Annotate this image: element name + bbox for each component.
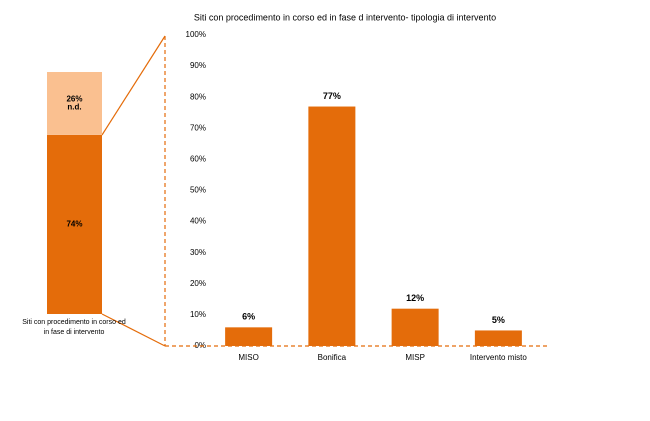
x-tick-label: Intervento misto <box>470 353 527 362</box>
series-label: n.d. <box>67 103 81 112</box>
bar <box>474 330 522 346</box>
bar <box>391 308 439 346</box>
y-tick-label: 70% <box>190 123 206 132</box>
y-tick-label: 80% <box>190 92 206 101</box>
data-label: 5% <box>492 315 505 325</box>
bar-segment <box>47 134 102 314</box>
x-tick-label: MISO <box>238 353 258 362</box>
y-tick-label: 30% <box>190 248 206 257</box>
bar <box>225 327 273 346</box>
y-tick-label: 50% <box>190 186 206 195</box>
data-label: 74% <box>66 220 82 229</box>
category-label: Siti con procedimento in corso ed in fas… <box>22 319 126 336</box>
bar <box>308 106 356 346</box>
y-tick-label: 40% <box>190 217 206 226</box>
y-tick-label: 10% <box>190 310 206 319</box>
chart-title: Siti con procedimento in corso ed in fas… <box>194 12 496 22</box>
x-tick-label: Bonifica <box>318 353 347 362</box>
data-label: 6% <box>242 312 255 322</box>
data-label: 12% <box>406 293 424 303</box>
bar-segment <box>47 72 102 135</box>
y-tick-label: 60% <box>190 155 206 164</box>
y-tick-label: 90% <box>190 61 206 70</box>
y-tick-label: 20% <box>190 279 206 288</box>
connectors <box>101 35 166 347</box>
x-tick-label: MISP <box>405 353 425 362</box>
data-label: 26% <box>66 95 82 104</box>
data-label: 77% <box>323 91 341 101</box>
y-tick-label: 100% <box>186 30 206 39</box>
